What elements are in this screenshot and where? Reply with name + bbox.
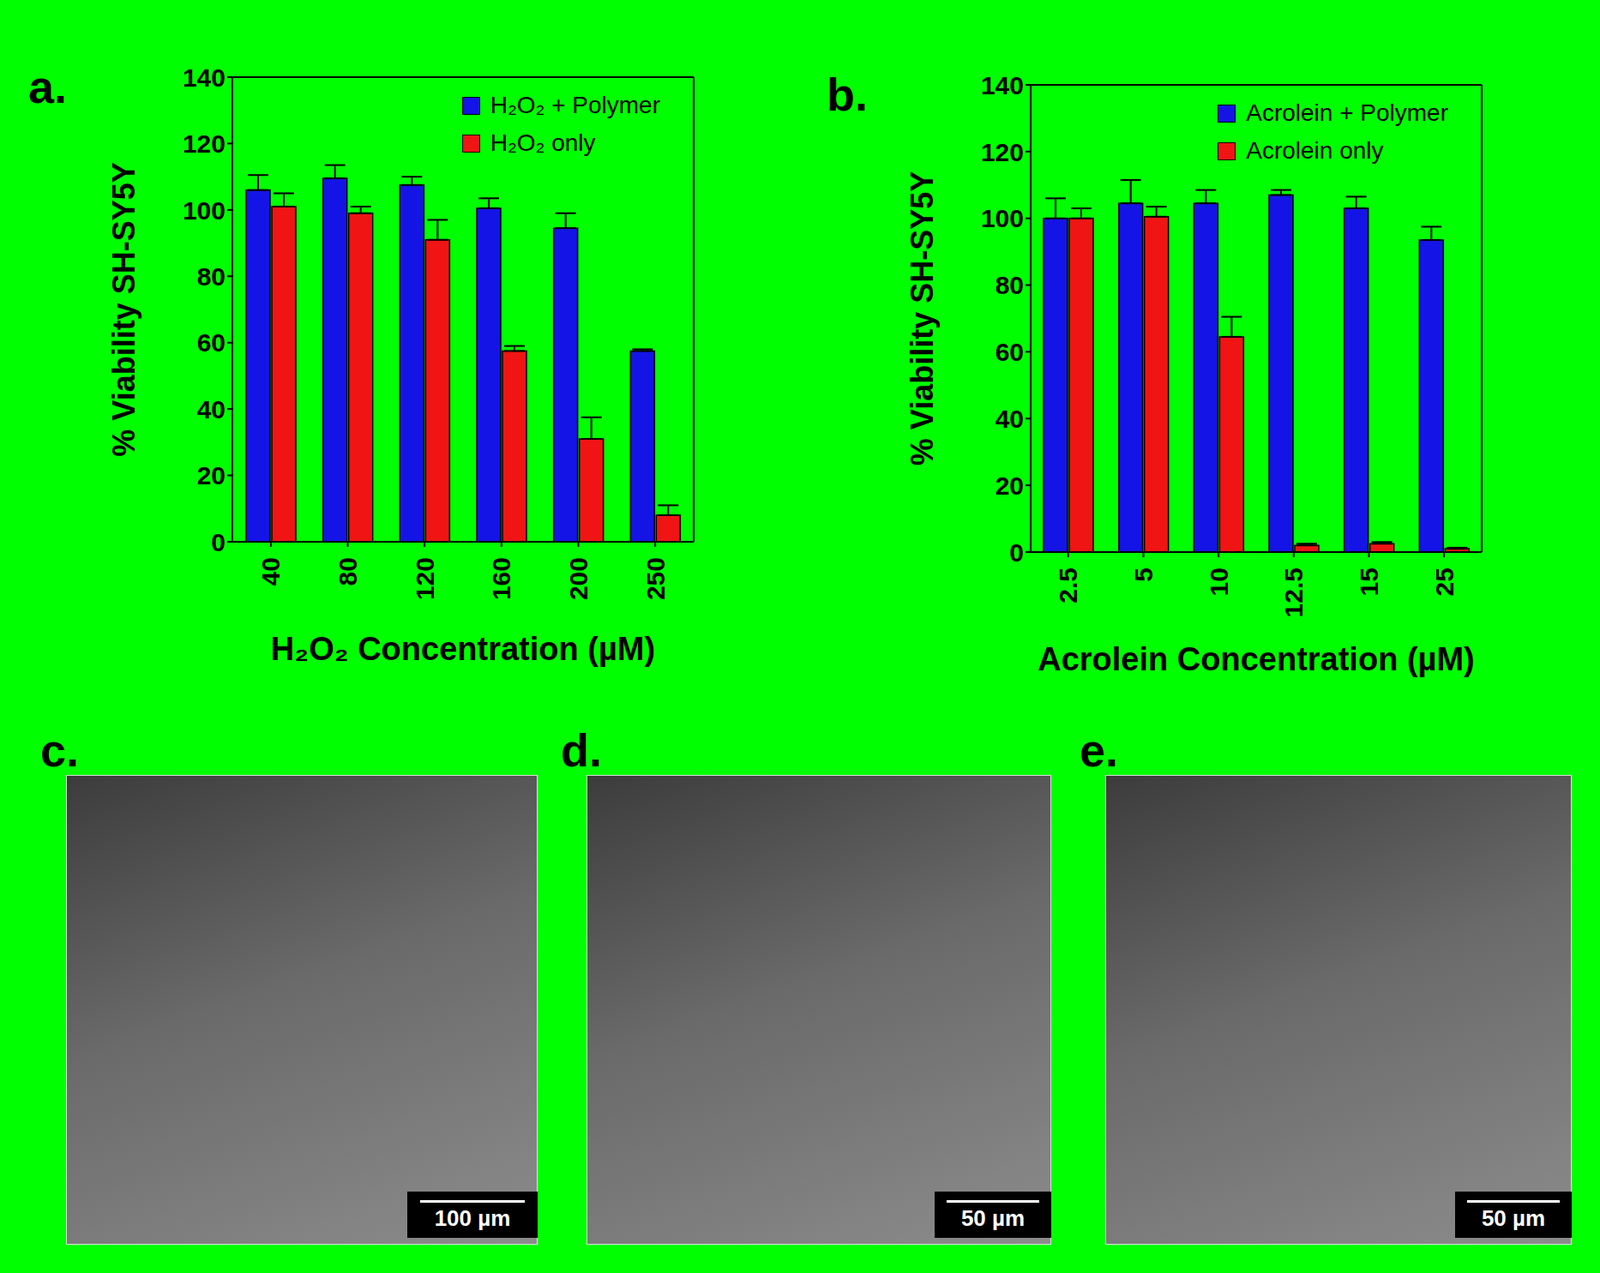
html-text:H₂O₂ + Polymer: H₂O₂ + Polymer bbox=[490, 91, 661, 119]
svg-text:Acrolein Concentration (µM): Acrolein Concentration (µM) bbox=[1037, 641, 1475, 678]
svg-text:20: 20 bbox=[995, 471, 1024, 500]
svg-text:20: 20 bbox=[197, 461, 226, 490]
svg-text:120: 120 bbox=[182, 129, 226, 158]
html-text:a.: a. bbox=[28, 60, 67, 113]
svg-text:60: 60 bbox=[995, 337, 1024, 367]
svg-text:2.5: 2.5 bbox=[1053, 567, 1083, 604]
html-text:e.: e. bbox=[1079, 724, 1119, 776]
html-text:50 µm: 50 µm bbox=[961, 1205, 1025, 1231]
html-text:Acrolein + Polymer: Acrolein + Polymer bbox=[1246, 99, 1449, 127]
svg-text:200: 200 bbox=[564, 557, 593, 601]
svg-text:15: 15 bbox=[1354, 567, 1384, 596]
svg-text:0: 0 bbox=[1009, 538, 1024, 567]
svg-text:80: 80 bbox=[197, 262, 226, 291]
svg-text:140: 140 bbox=[980, 71, 1024, 100]
svg-text:40: 40 bbox=[995, 404, 1024, 434]
svg-text:60: 60 bbox=[197, 328, 226, 357]
html-text:50 µm: 50 µm bbox=[1481, 1205, 1546, 1231]
svg-text:140: 140 bbox=[182, 63, 226, 92]
html-text:c.: c. bbox=[40, 724, 79, 776]
svg-text:12.5: 12.5 bbox=[1279, 567, 1308, 618]
svg-text:10: 10 bbox=[1204, 567, 1234, 596]
svg-text:100: 100 bbox=[980, 204, 1024, 233]
svg-text:160: 160 bbox=[487, 557, 516, 601]
svg-text:40: 40 bbox=[256, 557, 285, 586]
svg-text:80: 80 bbox=[995, 270, 1024, 300]
html-text:H₂O₂ only: H₂O₂ only bbox=[490, 129, 596, 157]
html-text:d.: d. bbox=[560, 724, 602, 776]
svg-text:120: 120 bbox=[410, 557, 440, 601]
svg-text:80: 80 bbox=[333, 557, 362, 586]
html-text:100 µm: 100 µm bbox=[434, 1205, 511, 1231]
svg-text:40: 40 bbox=[197, 395, 226, 424]
svg-text:% Viability SH-SY5Y: % Viability SH-SY5Y bbox=[904, 171, 940, 466]
svg-text:250: 250 bbox=[641, 557, 670, 601]
svg-text:120: 120 bbox=[980, 138, 1024, 167]
html-text:Acrolein only: Acrolein only bbox=[1246, 137, 1384, 164]
svg-text:H₂O₂ Concentration (µM): H₂O₂ Concentration (µM) bbox=[270, 631, 656, 668]
svg-text:100: 100 bbox=[182, 196, 226, 225]
svg-text:5: 5 bbox=[1129, 567, 1158, 583]
svg-text:0: 0 bbox=[210, 528, 226, 557]
html-text:b.: b. bbox=[826, 68, 868, 121]
svg-text:25: 25 bbox=[1430, 567, 1459, 596]
svg-text:% Viability SH-SY5Y: % Viability SH-SY5Y bbox=[106, 162, 142, 457]
